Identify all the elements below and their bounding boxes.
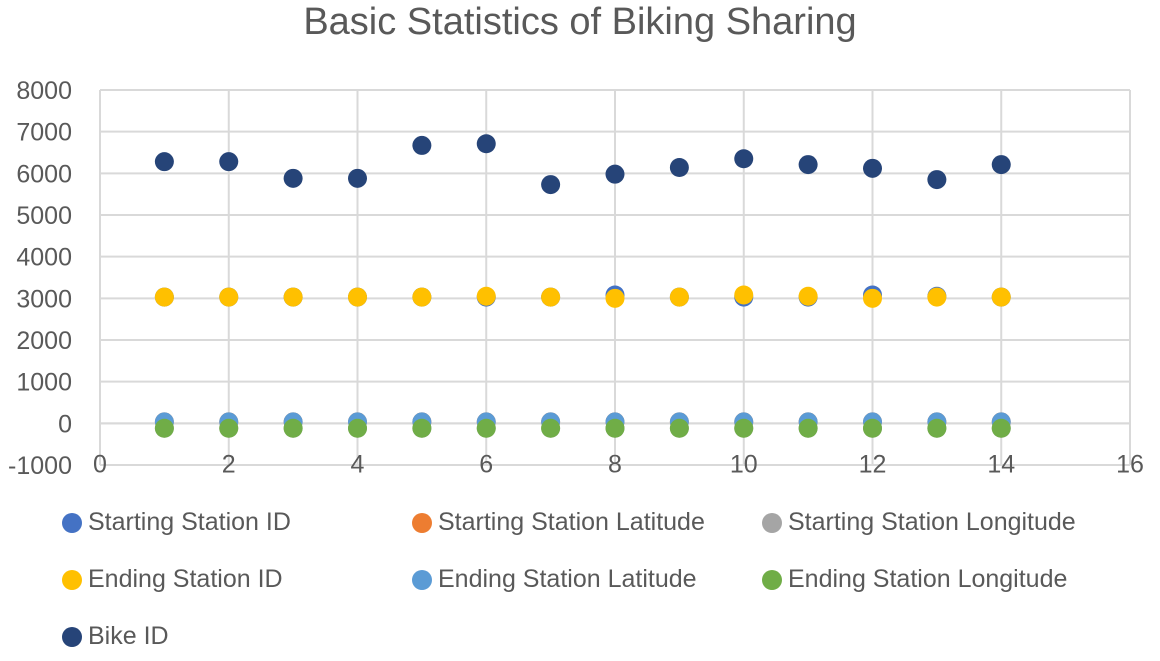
point-ending-station-id (541, 287, 561, 307)
legend-marker (412, 569, 432, 590)
legend-marker (62, 569, 82, 590)
tick-labels: -1000 0 1000 2000 3000 4000 5000 6000 7000 8000 0 2… (8, 77, 1144, 480)
legend-marker (762, 512, 782, 533)
point-ending-station-longitude (863, 418, 882, 438)
scatter-plot: -1000 0 1000 2000 3000 4000 5000 6000 7000 8000 0 2… (8, 77, 1144, 480)
y-tick-label: 0 (58, 410, 72, 438)
point-ending-station-id (669, 287, 689, 307)
point-bike-id (863, 158, 882, 178)
x-tick-label: 6 (479, 450, 493, 478)
legend-label: Bike ID (88, 622, 169, 650)
point-ending-station-id (476, 286, 496, 306)
legend-item: Ending Station Latitude (412, 565, 697, 594)
legend-label: Ending Station ID (88, 565, 283, 593)
x-tick-label: 16 (1116, 450, 1144, 478)
point-bike-id (927, 170, 947, 190)
point-ending-station-longitude (219, 418, 239, 438)
chart-title: Basic Statistics of Biking Sharing (303, 1, 857, 43)
y-tick-label: 7000 (16, 119, 72, 147)
legend-item: Ending Station ID (62, 565, 283, 594)
point-ending-station-id (863, 288, 882, 308)
legend-marker (62, 512, 82, 533)
x-tick-label: 10 (730, 450, 758, 478)
y-tick-label: 3000 (16, 285, 72, 313)
legend-marker (762, 569, 782, 590)
point-bike-id (476, 134, 496, 154)
point-ending-station-id (348, 287, 367, 307)
point-bike-id (605, 164, 625, 184)
legend-label: Starting Station Latitude (438, 508, 705, 536)
point-ending-station-id (734, 285, 754, 305)
point-bike-id (798, 155, 818, 175)
legend-item: Ending Station Longitude (762, 565, 1067, 594)
point-ending-station-id (283, 287, 303, 307)
legend-item: Starting Station ID (62, 508, 291, 537)
y-tick-label: 6000 (16, 160, 72, 188)
x-tick-label: 8 (608, 450, 622, 478)
legend-label: Starting Station ID (88, 508, 291, 536)
point-ending-station-id (605, 288, 625, 308)
legend-label: Starting Station Longitude (788, 508, 1076, 536)
point-ending-station-id (154, 287, 174, 307)
point-bike-id (991, 155, 1011, 175)
point-ending-station-longitude (991, 418, 1011, 438)
point-ending-station-id (798, 286, 818, 306)
point-bike-id (669, 158, 689, 177)
y-tick-label: -1000 (8, 452, 72, 480)
point-ending-station-longitude (154, 418, 174, 438)
point-ending-station-longitude (348, 418, 367, 438)
point-ending-station-longitude (412, 418, 432, 438)
legend-marker (62, 626, 82, 647)
point-ending-station-id (412, 287, 432, 307)
y-tick-label: 4000 (16, 244, 72, 272)
point-ending-station-longitude (734, 418, 754, 438)
point-bike-id (283, 168, 303, 188)
point-ending-station-id (991, 287, 1011, 307)
data-points (154, 134, 1011, 438)
x-tick-label: 12 (859, 450, 887, 478)
point-ending-station-longitude (669, 418, 689, 438)
point-ending-station-longitude (476, 418, 496, 438)
y-tick-label: 2000 (16, 327, 72, 355)
legend-item: Starting Station Latitude (412, 508, 705, 537)
x-tick-label: 2 (222, 450, 236, 478)
legend-item: Starting Station Longitude (762, 508, 1076, 537)
point-bike-id (348, 168, 367, 188)
point-ending-station-longitude (541, 418, 561, 438)
point-ending-station-id (219, 287, 239, 307)
x-tick-label: 14 (987, 450, 1015, 478)
x-tick-label: 4 (351, 450, 365, 478)
legend-item: Bike ID (62, 622, 169, 651)
y-tick-label: 5000 (16, 202, 72, 230)
point-ending-station-id (927, 287, 947, 307)
y-tick-label: 8000 (16, 77, 72, 105)
point-ending-station-longitude (798, 418, 818, 438)
y-tick-label: 1000 (16, 369, 72, 397)
point-bike-id (734, 149, 754, 169)
point-bike-id (154, 152, 174, 172)
gridlines (99, 89, 1131, 466)
point-ending-station-longitude (927, 418, 947, 438)
legend-marker (412, 512, 432, 533)
point-bike-id (219, 152, 239, 172)
legend-label: Ending Station Latitude (438, 565, 697, 593)
legend-label: Ending Station Longitude (788, 565, 1068, 593)
point-bike-id (541, 175, 561, 195)
point-bike-id (412, 135, 432, 155)
point-ending-station-longitude (605, 418, 625, 438)
point-ending-station-longitude (283, 418, 303, 438)
x-tick-label: 0 (93, 450, 107, 478)
